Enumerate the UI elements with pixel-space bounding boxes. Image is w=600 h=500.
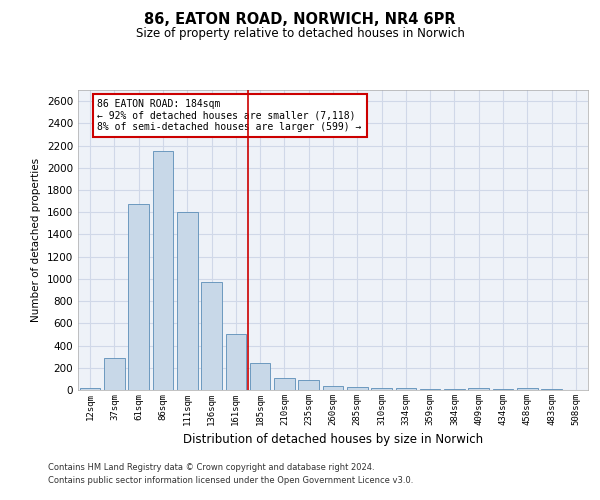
Bar: [541, 389, 562, 390]
Text: Contains HM Land Registry data © Crown copyright and database right 2024.: Contains HM Land Registry data © Crown c…: [48, 464, 374, 472]
Bar: [420, 389, 440, 390]
Bar: [371, 388, 392, 390]
Y-axis label: Number of detached properties: Number of detached properties: [31, 158, 41, 322]
Bar: [226, 334, 246, 390]
Text: Size of property relative to detached houses in Norwich: Size of property relative to detached ho…: [136, 28, 464, 40]
Bar: [80, 388, 100, 390]
Bar: [469, 388, 489, 390]
Bar: [517, 388, 538, 390]
Bar: [152, 151, 173, 390]
Text: 86 EATON ROAD: 184sqm
← 92% of detached houses are smaller (7,118)
8% of semi-de: 86 EATON ROAD: 184sqm ← 92% of detached …: [97, 99, 362, 132]
Bar: [177, 212, 197, 390]
Bar: [444, 389, 465, 390]
Text: Contains public sector information licensed under the Open Government Licence v3: Contains public sector information licen…: [48, 476, 413, 485]
Bar: [250, 364, 271, 390]
Bar: [201, 282, 222, 390]
Bar: [395, 388, 416, 390]
Bar: [298, 380, 319, 390]
Bar: [323, 386, 343, 390]
Bar: [347, 386, 368, 390]
Bar: [104, 358, 125, 390]
Bar: [274, 378, 295, 390]
Bar: [128, 204, 149, 390]
X-axis label: Distribution of detached houses by size in Norwich: Distribution of detached houses by size …: [183, 434, 483, 446]
Text: 86, EATON ROAD, NORWICH, NR4 6PR: 86, EATON ROAD, NORWICH, NR4 6PR: [144, 12, 456, 28]
